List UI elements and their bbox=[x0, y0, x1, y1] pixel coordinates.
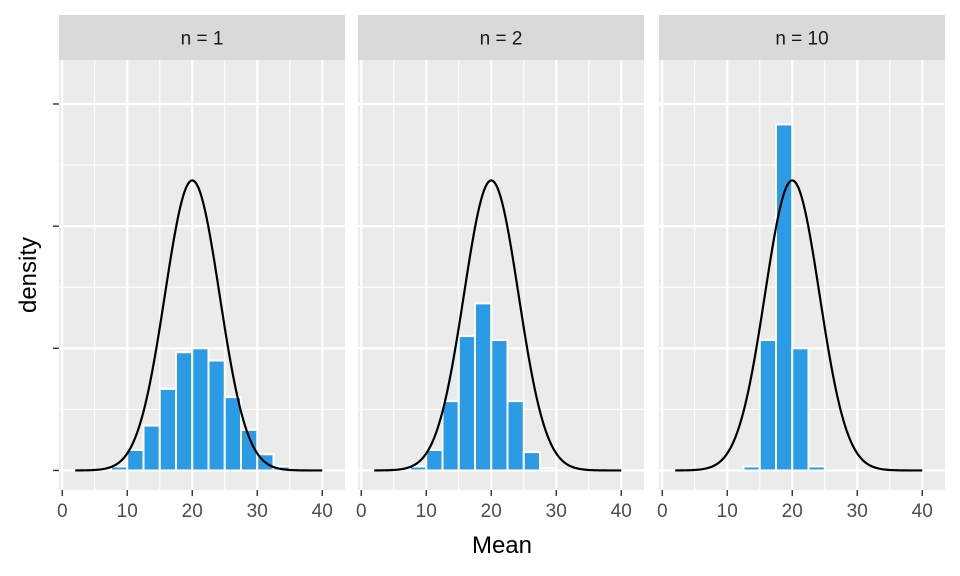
x-tick-label: 40 bbox=[312, 501, 333, 522]
facet-strip-label: n = 1 bbox=[181, 29, 224, 50]
facet-strip-label: n = 10 bbox=[775, 29, 828, 50]
x-tick-label: 40 bbox=[912, 501, 933, 522]
histogram-bar bbox=[126, 448, 145, 472]
histogram-bar bbox=[425, 448, 444, 472]
x-tick-label: 20 bbox=[182, 501, 203, 522]
histogram-bar bbox=[158, 387, 177, 472]
histogram-bar bbox=[175, 351, 194, 472]
x-tick-label: 20 bbox=[481, 501, 502, 522]
x-axis-title: Mean bbox=[472, 532, 532, 559]
histogram-bar bbox=[807, 465, 826, 472]
histogram-bar bbox=[791, 347, 810, 472]
histogram-bar bbox=[240, 428, 259, 472]
x-tick-label: 0 bbox=[657, 501, 668, 522]
histogram-bar bbox=[775, 123, 794, 472]
histogram-bar bbox=[191, 347, 210, 472]
histogram-bar bbox=[223, 396, 242, 472]
facet-strip bbox=[59, 15, 345, 60]
x-tick-label: 40 bbox=[611, 501, 632, 522]
histogram-bar bbox=[539, 467, 558, 472]
x-tick-label: 10 bbox=[117, 501, 138, 522]
histogram-bar bbox=[474, 302, 493, 472]
facet-panel-3: n = 10 0 10 20 30 40 bbox=[657, 15, 945, 522]
x-tick-label: 30 bbox=[247, 501, 268, 522]
facet-panel-1: n = 1 0 10 20 30 40 bbox=[57, 15, 345, 522]
normal-density-curve bbox=[675, 179, 923, 472]
facet-strip bbox=[659, 15, 945, 60]
histogram-bar bbox=[742, 465, 761, 472]
y-axis-title: density bbox=[15, 237, 42, 313]
histogram-bar bbox=[758, 339, 777, 472]
x-tick-label: 20 bbox=[782, 501, 803, 522]
histogram-bar bbox=[142, 424, 161, 472]
facet-strip bbox=[358, 15, 644, 60]
histogram-bar bbox=[441, 400, 460, 472]
normal-density-curve bbox=[75, 179, 323, 472]
x-tick-label: 10 bbox=[416, 501, 437, 522]
x-tick-label: 0 bbox=[57, 501, 68, 522]
x-tick-label: 30 bbox=[847, 501, 868, 522]
facet-strip-label: n = 2 bbox=[480, 29, 523, 50]
histogram-bar bbox=[207, 359, 226, 472]
x-tick-label: 30 bbox=[546, 501, 567, 522]
histogram-bar bbox=[457, 335, 476, 472]
histogram-bar bbox=[506, 400, 525, 472]
facet-panel-2: n = 2 0 10 20 30 40 bbox=[356, 15, 644, 522]
normal-density-curve bbox=[374, 179, 622, 472]
x-tick-label: 10 bbox=[717, 501, 738, 522]
x-tick-label: 0 bbox=[356, 501, 367, 522]
histogram-bar bbox=[522, 451, 541, 472]
histogram-bar bbox=[490, 339, 509, 472]
